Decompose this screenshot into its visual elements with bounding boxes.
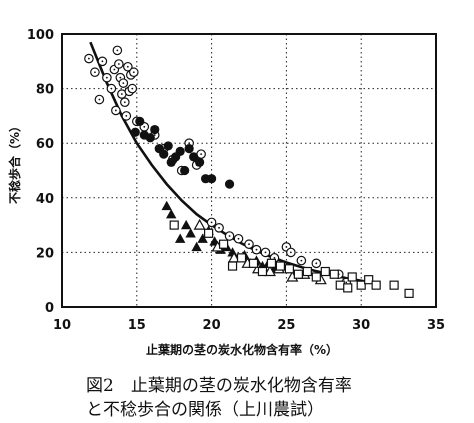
y-tick-label: 80 [36, 83, 54, 98]
filled-triangle-point [191, 241, 202, 252]
x-tick-label: 35 [427, 318, 445, 333]
open-circle-point [260, 247, 271, 258]
open-triangle-point [193, 218, 206, 230]
open-square-point [347, 272, 357, 282]
data-points [84, 45, 414, 298]
open-circle-point [97, 56, 108, 67]
grid [62, 34, 436, 307]
open-circle-point [206, 217, 217, 228]
open-square-point [169, 220, 179, 230]
filled-circle-point [163, 141, 173, 151]
filled-circle-point [207, 174, 217, 184]
filled-triangle-point [166, 208, 177, 219]
filled-circle-point [180, 165, 190, 176]
filled-circle-point [130, 127, 140, 137]
open-square-point [248, 258, 259, 268]
open-circle-point [111, 105, 121, 116]
filled-triangle-point [174, 233, 186, 243]
filled-triangle-point [197, 233, 208, 243]
open-triangle-point [263, 265, 276, 277]
open-square-point [257, 266, 268, 277]
x-tick-label: 20 [203, 318, 221, 333]
open-square-point [404, 288, 414, 298]
open-circle-point [233, 233, 244, 244]
filled-circle-point [135, 116, 145, 126]
filled-triangle-point [180, 219, 192, 230]
open-circle-point [286, 247, 296, 258]
open-circle-point [118, 78, 129, 88]
open-circle-point [127, 83, 138, 94]
open-square-point [266, 258, 277, 268]
open-circle-point [120, 97, 130, 108]
open-circle-point [121, 111, 132, 121]
open-circle-point [123, 61, 133, 72]
filled-triangle-point [185, 228, 196, 238]
open-circle-point [106, 83, 117, 94]
open-circle-point [251, 244, 262, 255]
open-circle-point [214, 223, 224, 233]
filled-circle-point [189, 152, 199, 162]
open-square-point [364, 275, 374, 285]
open-circle-point [102, 72, 112, 83]
figure-caption-line-1: 図2 止葉期の茎の炭水化物含有率 [86, 376, 352, 396]
open-square-point [311, 272, 321, 282]
filled-circle-point [195, 157, 205, 167]
y-tick-label: 20 [36, 246, 54, 261]
open-square-point [343, 283, 353, 293]
open-square-point [302, 266, 312, 277]
open-circle-point [114, 59, 124, 69]
open-square-point [227, 261, 238, 271]
open-square-point [356, 280, 366, 290]
x-tick-label: 30 [352, 318, 370, 333]
y-tick-label: 60 [36, 137, 54, 152]
open-square-point [236, 253, 247, 263]
open-square-point [329, 269, 339, 279]
plot-frame [61, 33, 437, 308]
open-circle-point [224, 231, 235, 241]
open-circle-point [311, 258, 322, 269]
x-tick-label: 15 [128, 318, 146, 333]
open-square-point [293, 269, 303, 279]
x-axis-title: 止葉期の茎の炭水化物含有率（%） [146, 342, 338, 357]
open-circle-point [84, 53, 94, 64]
open-square-point [218, 239, 229, 249]
filled-circle-point [150, 124, 160, 135]
filled-circle-point [175, 146, 185, 156]
y-tick-label: 100 [27, 28, 54, 43]
y-tick-label: 0 [45, 301, 54, 316]
x-tick-label: 25 [277, 318, 295, 333]
filled-circle-point [159, 149, 169, 159]
filled-circle-point [224, 179, 235, 189]
open-circle-point [129, 67, 139, 78]
open-circle-point [94, 94, 105, 105]
open-square-point [389, 280, 399, 290]
open-circle-point [244, 239, 254, 250]
tick-labels: 10 15 20 25 30 35 0 20 40 60 80 100 [27, 28, 445, 333]
filled-circle-point [145, 133, 155, 143]
open-square-point [371, 280, 381, 290]
open-square-point [335, 280, 345, 290]
filled-triangle-point [161, 200, 172, 211]
open-circle-point [90, 67, 100, 78]
y-axis-title: 不稔歩合（%） [7, 120, 22, 204]
open-square-point [275, 261, 286, 271]
open-circle-point [112, 45, 123, 56]
open-square-point [320, 266, 330, 277]
figure-caption-line-2: と不稔歩合の関係（上川農試） [86, 400, 324, 420]
open-square-point [284, 264, 294, 274]
y-tick-label: 40 [36, 192, 54, 207]
x-tick-label: 10 [53, 318, 71, 333]
open-square-point [204, 228, 214, 238]
filled-circle-point [184, 144, 194, 154]
open-circle-point [296, 255, 307, 266]
